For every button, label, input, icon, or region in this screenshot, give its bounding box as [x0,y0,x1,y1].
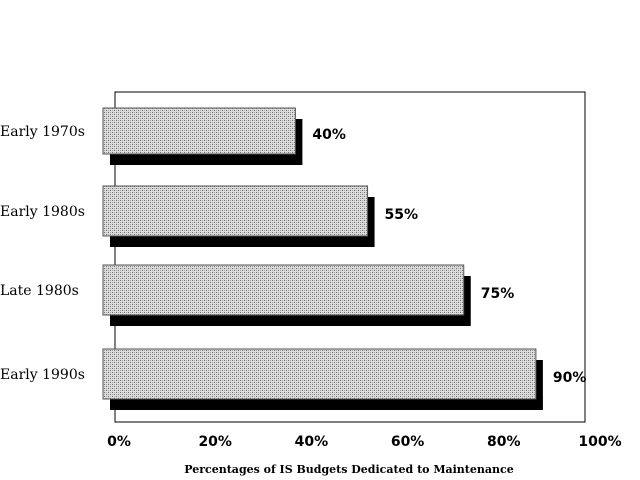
bars-group [102,107,543,410]
x-axis-title: Percentages of IS Budgets Dedicated to M… [184,463,513,476]
category-labels: Early 1970s Early 1980s Late 1980s Early 19… [0,124,85,383]
x-tick-label-100: 100% [578,434,621,450]
value-labels: 40% 55% 75% 90% [312,127,586,386]
value-label-early-1970s: 40% [312,127,346,143]
bar-early-1990s [102,348,537,400]
category-label-late-1980s: Late 1980s [0,283,79,299]
bar-late-1980s [102,264,465,316]
x-tick-label-80: 80% [487,434,521,450]
x-tick-label-60: 60% [391,434,425,450]
category-label-early-1970s: Early 1970s [0,124,85,140]
bar-early-1980s [102,185,369,237]
category-label-early-1980s: Early 1980s [0,204,85,220]
category-label-early-1990s: Early 1990s [0,367,85,383]
x-tick-labels: 0% 20% 40% 60% 80% 100% [107,434,622,450]
x-tick-label-20: 20% [198,434,232,450]
bar-early-1970s [102,107,296,155]
x-tick-label-0: 0% [107,434,131,450]
value-label-early-1980s: 55% [385,207,419,223]
x-tick-label-40: 40% [295,434,329,450]
plot-frame [114,91,586,423]
value-label-late-1980s: 75% [481,286,515,302]
value-label-early-1990s: 90% [553,370,587,386]
